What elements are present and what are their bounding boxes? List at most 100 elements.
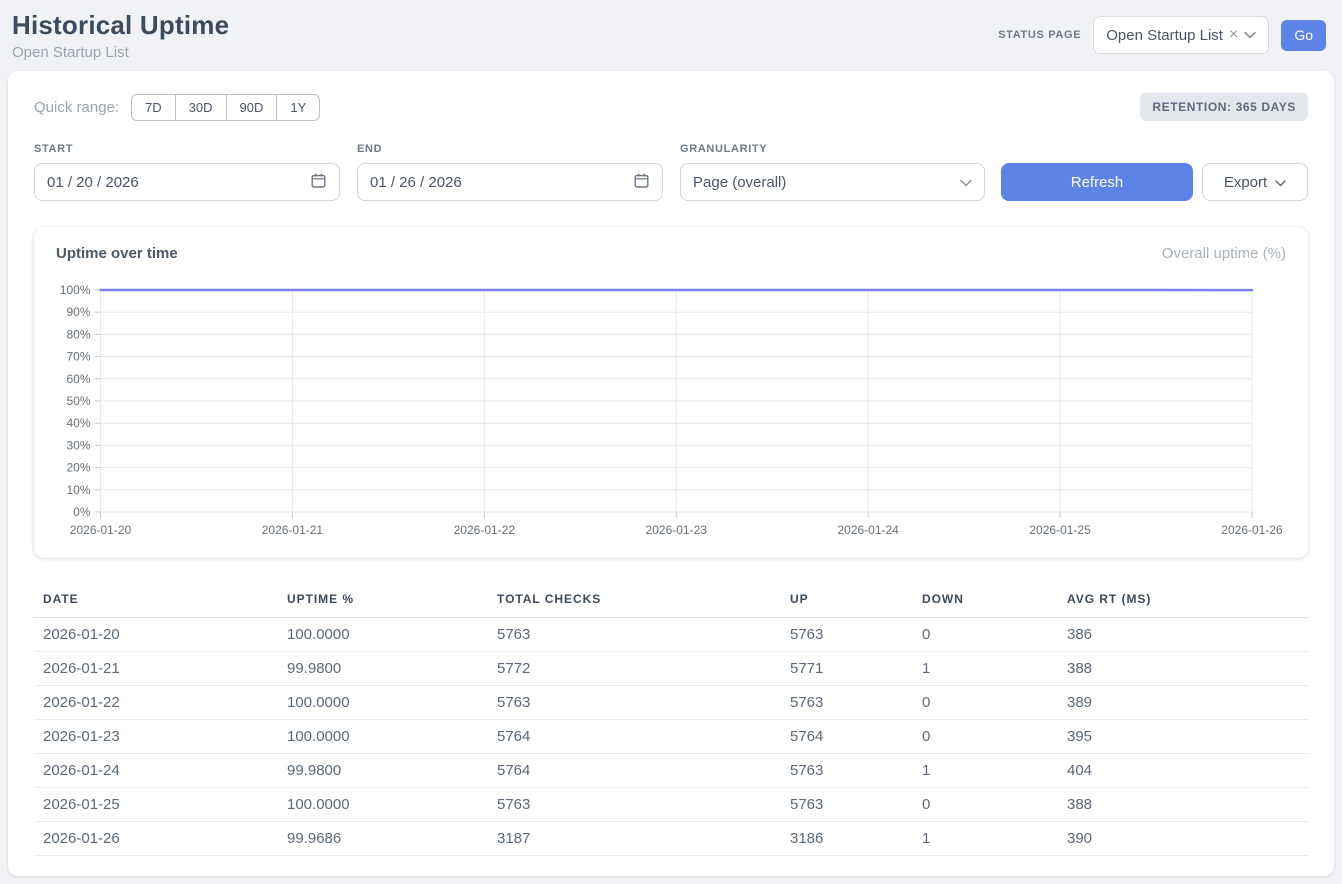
- svg-text:40%: 40%: [66, 416, 90, 430]
- uptime-table: DATE UPTIME % TOTAL CHECKS UP DOWN AVG R…: [34, 582, 1308, 856]
- top-header: Historical Uptime Open Startup List STAT…: [0, 0, 1342, 67]
- col-header-up: UP: [781, 582, 913, 618]
- status-page-select[interactable]: Open Startup List ×: [1093, 16, 1269, 54]
- quick-range-label: Quick range:: [34, 99, 119, 116]
- cell-date: 2026-01-21: [34, 652, 278, 686]
- cell-down: 0: [913, 686, 1058, 720]
- cell-uptime: 99.9686: [278, 822, 488, 856]
- cell-date: 2026-01-22: [34, 686, 278, 720]
- cell-down: 1: [913, 822, 1058, 856]
- quick-range-30d[interactable]: 30D: [175, 94, 227, 121]
- svg-text:50%: 50%: [66, 394, 90, 408]
- page-title: Historical Uptime: [12, 10, 229, 41]
- refresh-button[interactable]: Refresh: [1001, 163, 1193, 201]
- cell-down: 1: [913, 754, 1058, 788]
- svg-text:30%: 30%: [66, 438, 90, 452]
- granularity-selected-value: Page (overall): [693, 174, 786, 191]
- granularity-select[interactable]: Page (overall): [680, 163, 985, 201]
- cell-up: 5763: [781, 754, 913, 788]
- table-row: 2026-01-2499.9800576457631404: [34, 754, 1308, 788]
- status-page-selected-value: Open Startup List: [1106, 27, 1223, 44]
- chart-legend-label: Overall uptime (%): [1162, 245, 1286, 262]
- retention-badge: RETENTION: 365 DAYS: [1140, 93, 1308, 121]
- cell-up: 5763: [781, 788, 913, 822]
- cell-up: 5764: [781, 720, 913, 754]
- cell-total: 5763: [488, 686, 781, 720]
- svg-text:2026-01-21: 2026-01-21: [262, 523, 324, 537]
- header-controls: STATUS PAGE Open Startup List × Go: [998, 16, 1326, 54]
- table-row: 2026-01-23100.0000576457640395: [34, 720, 1308, 754]
- cell-total: 5763: [488, 618, 781, 652]
- export-button-label: Export: [1224, 174, 1267, 191]
- cell-date: 2026-01-25: [34, 788, 278, 822]
- svg-text:0%: 0%: [73, 505, 91, 519]
- svg-text:20%: 20%: [66, 461, 90, 475]
- cell-uptime: 100.0000: [278, 720, 488, 754]
- cell-total: 5772: [488, 652, 781, 686]
- end-date-value: 01 / 26 / 2026: [370, 174, 462, 191]
- calendar-icon[interactable]: [310, 172, 327, 193]
- cell-avg_rt: 404: [1058, 754, 1308, 788]
- go-button[interactable]: Go: [1281, 20, 1326, 51]
- cell-date: 2026-01-24: [34, 754, 278, 788]
- svg-text:2026-01-25: 2026-01-25: [1029, 523, 1091, 537]
- cell-down: 0: [913, 788, 1058, 822]
- clear-selection-icon[interactable]: ×: [1229, 27, 1238, 43]
- cell-avg_rt: 388: [1058, 788, 1308, 822]
- title-block: Historical Uptime Open Startup List: [12, 10, 229, 61]
- table-row: 2026-01-25100.0000576357630388: [34, 788, 1308, 822]
- svg-text:80%: 80%: [66, 327, 90, 341]
- cell-up: 5763: [781, 618, 913, 652]
- svg-text:70%: 70%: [66, 350, 90, 364]
- quick-range-row: Quick range: 7D 30D 90D 1Y RETENTION: 36…: [34, 93, 1308, 121]
- cell-up: 5771: [781, 652, 913, 686]
- chart-title: Uptime over time: [56, 245, 178, 262]
- cell-total: 5764: [488, 754, 781, 788]
- cell-avg_rt: 388: [1058, 652, 1308, 686]
- table-row: 2026-01-2699.9686318731861390: [34, 822, 1308, 856]
- start-date-field: START 01 / 20 / 2026: [34, 143, 340, 201]
- start-date-value: 01 / 20 / 2026: [47, 174, 139, 191]
- start-date-input[interactable]: 01 / 20 / 2026: [34, 163, 340, 201]
- svg-text:100%: 100%: [60, 283, 91, 297]
- start-label: START: [34, 143, 340, 155]
- table-row: 2026-01-2199.9800577257711388: [34, 652, 1308, 686]
- cell-date: 2026-01-20: [34, 618, 278, 652]
- cell-date: 2026-01-26: [34, 822, 278, 856]
- chart-header: Uptime over time Overall uptime (%): [56, 245, 1286, 262]
- uptime-chart-card: Uptime over time Overall uptime (%) 0% 10…: [34, 227, 1308, 558]
- svg-text:2026-01-26: 2026-01-26: [1221, 523, 1282, 537]
- cell-up: 5763: [781, 686, 913, 720]
- chevron-down-icon: [1275, 174, 1286, 191]
- granularity-label: GRANULARITY: [680, 143, 985, 155]
- svg-text:2026-01-24: 2026-01-24: [837, 523, 899, 537]
- end-label: END: [357, 143, 663, 155]
- col-header-total-checks: TOTAL CHECKS: [488, 582, 781, 618]
- quick-range-7d[interactable]: 7D: [131, 94, 176, 121]
- cell-down: 0: [913, 720, 1058, 754]
- cell-uptime: 99.9800: [278, 754, 488, 788]
- uptime-line-chart[interactable]: 0%10%20%30%40%50%60%70%80%90%100%2026-01…: [56, 268, 1282, 546]
- col-header-date: DATE: [34, 582, 278, 618]
- col-header-avg-rt: AVG RT (MS): [1058, 582, 1308, 618]
- export-button[interactable]: Export: [1202, 163, 1308, 201]
- granularity-field: GRANULARITY Page (overall): [680, 143, 985, 201]
- cell-avg_rt: 390: [1058, 822, 1308, 856]
- cell-avg_rt: 395: [1058, 720, 1308, 754]
- end-date-input[interactable]: 01 / 26 / 2026: [357, 163, 663, 201]
- cell-uptime: 99.9800: [278, 652, 488, 686]
- cell-total: 5763: [488, 788, 781, 822]
- calendar-icon[interactable]: [633, 172, 650, 193]
- quick-range-1y[interactable]: 1Y: [276, 94, 320, 121]
- svg-text:10%: 10%: [66, 483, 90, 497]
- main-panel: Quick range: 7D 30D 90D 1Y RETENTION: 36…: [8, 71, 1334, 876]
- table-row: 2026-01-20100.0000576357630386: [34, 618, 1308, 652]
- cell-up: 3186: [781, 822, 913, 856]
- page-subtitle: Open Startup List: [12, 44, 229, 61]
- cell-uptime: 100.0000: [278, 618, 488, 652]
- cell-avg_rt: 386: [1058, 618, 1308, 652]
- cell-total: 5764: [488, 720, 781, 754]
- cell-down: 0: [913, 618, 1058, 652]
- quick-range-group: 7D 30D 90D 1Y: [131, 94, 320, 121]
- quick-range-90d[interactable]: 90D: [226, 94, 278, 121]
